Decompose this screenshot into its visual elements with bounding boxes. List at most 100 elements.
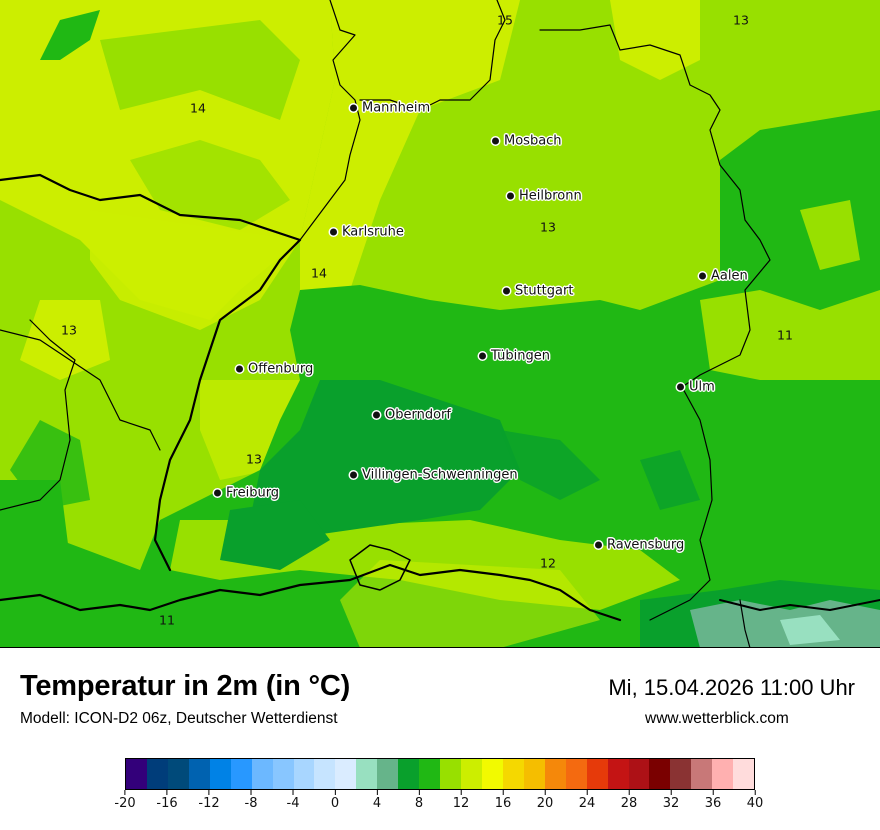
city-heilbronn[interactable]: Heilbronn — [507, 189, 582, 204]
city-label: Villingen-Schwenningen — [362, 467, 518, 483]
city-dot-icon — [595, 541, 602, 549]
legend-tick-label: -8 — [244, 796, 258, 811]
legend-swatch — [544, 759, 566, 789]
legend-tick-label: 32 — [662, 796, 680, 811]
legend-tick: 28 — [620, 790, 638, 811]
city-label: Aalen — [711, 268, 748, 284]
contour-label: 15 — [497, 12, 513, 28]
legend-swatch — [523, 759, 545, 789]
city-dot-icon — [214, 489, 221, 497]
legend-tick: 8 — [415, 790, 423, 811]
city-tuebingen[interactable]: Tübingen — [479, 349, 550, 364]
legend-swatch — [230, 759, 252, 789]
legend-swatch — [481, 759, 503, 789]
city-label: Heilbronn — [519, 188, 582, 204]
legend-swatch — [398, 759, 420, 789]
city-dot-icon — [350, 471, 357, 479]
legend-tick: -12 — [198, 790, 220, 811]
contour-label: 13 — [733, 12, 749, 28]
city-dot-icon — [350, 104, 357, 112]
city-dot-icon — [330, 228, 337, 236]
legend-tick: -16 — [156, 790, 178, 811]
color-legend-ticks: -20 -16 -12 -8 -4 0 4 8 12 16 20 24 28 32 36 40 — [114, 790, 763, 820]
legend-tick-label: -16 — [156, 796, 178, 811]
legend-swatch — [586, 759, 608, 789]
contour-label: 11 — [777, 327, 793, 343]
city-dot-icon — [677, 383, 684, 391]
legend-tick: 36 — [704, 790, 722, 811]
city-label: Freiburg — [226, 485, 280, 501]
legend-tick-label: 16 — [494, 796, 512, 811]
city-aalen[interactable]: Aalen — [699, 269, 748, 284]
legend-swatch — [356, 759, 378, 789]
legend-tick-label: -12 — [198, 796, 220, 811]
chart-title: Temperatur in 2m (in °C) — [20, 670, 351, 702]
city-label: Ulm — [689, 379, 715, 395]
legend-swatch — [314, 759, 336, 789]
contour-label: 13 — [246, 451, 262, 467]
legend-tick: -4 — [286, 790, 300, 811]
contour-label: 13 — [540, 219, 556, 235]
city-label: Tübingen — [491, 348, 550, 364]
city-ulm[interactable]: Ulm — [677, 380, 715, 395]
legend-swatch — [649, 759, 671, 789]
city-dot-icon — [373, 411, 380, 419]
website-link[interactable]: www.wetterblick.com — [645, 710, 789, 727]
city-label: Karlsruhe — [342, 224, 404, 240]
city-label: Oberndorf — [385, 407, 451, 423]
city-oberndorf[interactable]: Oberndorf — [373, 408, 451, 423]
legend-tick-label: 8 — [414, 796, 424, 811]
legend-tick: 12 — [452, 790, 470, 811]
legend-swatch — [419, 759, 441, 789]
legend-tick-label: 24 — [578, 796, 596, 811]
legend-tick-label: -4 — [286, 796, 300, 811]
city-offenburg[interactable]: Offenburg — [236, 362, 313, 377]
legend-tick: 0 — [331, 790, 339, 811]
city-dot-icon — [507, 192, 514, 200]
legend-swatch — [628, 759, 650, 789]
city-karlsruhe[interactable]: Karlsruhe — [330, 225, 404, 240]
legend-swatch — [146, 759, 168, 789]
city-dot-icon — [236, 365, 243, 373]
legend-tick-label: 0 — [330, 796, 340, 811]
city-dot-icon — [503, 287, 510, 295]
city-label: Ravensburg — [607, 537, 685, 553]
legend-swatch — [377, 759, 399, 789]
model-subtitle: Modell: ICON-D2 06z, Deutscher Wetterdie… — [20, 710, 338, 727]
legend-swatch — [188, 759, 210, 789]
city-mosbach[interactable]: Mosbach — [492, 134, 562, 149]
legend-swatch — [335, 759, 357, 789]
legend-swatch — [209, 759, 231, 789]
legend-swatch — [565, 759, 587, 789]
legend-tick-label: 28 — [620, 796, 638, 811]
legend-swatch — [691, 759, 713, 789]
city-ravensburg[interactable]: Ravensburg — [595, 538, 684, 553]
legend-tick: 32 — [662, 790, 680, 811]
legend-swatch — [461, 759, 482, 789]
contour-label: 13 — [61, 322, 77, 338]
legend-tick: 24 — [578, 790, 596, 811]
legend-tick: -20 — [114, 790, 136, 811]
legend-tick: -8 — [244, 790, 258, 811]
city-label: Mannheim — [362, 100, 431, 116]
legend-swatch — [167, 759, 189, 789]
legend-tick: 40 — [747, 790, 763, 811]
legend-tick: 4 — [373, 790, 381, 811]
city-mannheim[interactable]: Mannheim — [350, 101, 430, 116]
legend-swatch — [502, 759, 524, 789]
city-dot-icon — [479, 352, 486, 360]
contour-label: 12 — [540, 555, 556, 571]
city-freiburg[interactable]: Freiburg — [214, 486, 279, 501]
legend-tick-label: 12 — [452, 796, 470, 811]
temperature-map: 15 13 14 13 14 13 11 13 12 11 Mannheim M… — [0, 0, 880, 648]
legend-tick: 16 — [494, 790, 512, 811]
valid-datetime: Mi, 15.04.2026 11:00 Uhr — [608, 675, 855, 700]
legend-swatch — [126, 759, 147, 789]
city-villingen-schwenningen[interactable]: Villingen-Schwenningen — [350, 468, 518, 483]
legend-tick-label: 36 — [704, 796, 722, 811]
city-stuttgart[interactable]: Stuttgart — [503, 284, 573, 299]
legend-swatch — [251, 759, 273, 789]
legend-tick-label: 4 — [372, 796, 382, 811]
city-label: Mosbach — [504, 133, 562, 149]
contour-label: 14 — [311, 265, 327, 281]
